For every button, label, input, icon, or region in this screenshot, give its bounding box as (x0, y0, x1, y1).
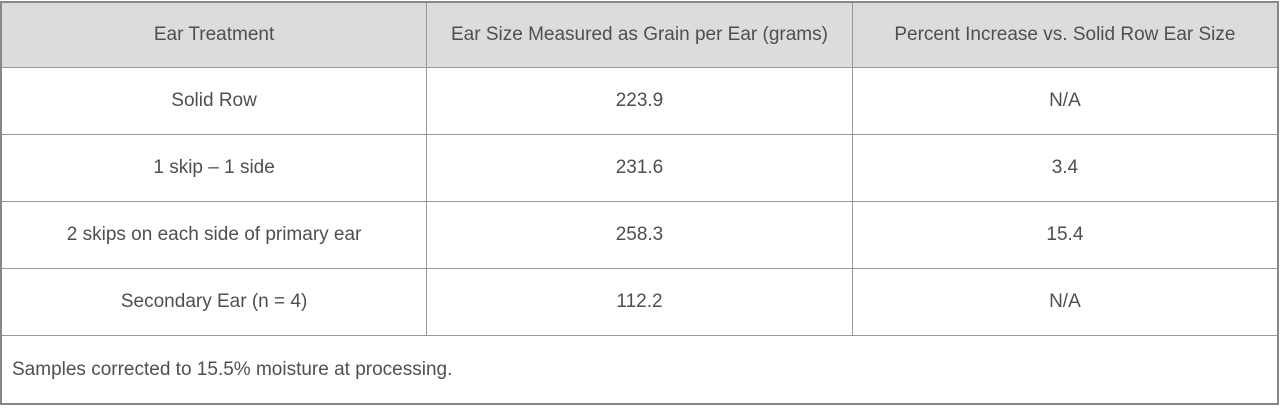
column-header-ear-size: Ear Size Measured as Grain per Ear (gram… (426, 1, 853, 68)
footnote-text: Samples corrected to 15.5% moisture at p… (0, 335, 1279, 405)
column-header-label: Ear Size Measured as Grain per Ear (gram… (451, 24, 828, 46)
table-row-1-skip-1-side: 1 skip – 1 side 231.6 3.4 (0, 134, 1279, 202)
column-header-label: Percent Increase vs. Solid Row Ear Size (894, 24, 1236, 46)
table-row-secondary-ear: Secondary Ear (n = 4) 112.2 N/A (0, 268, 1279, 336)
cell-treatment: Solid Row (0, 67, 428, 135)
cell-percent-increase: N/A (851, 268, 1279, 336)
cell-treatment: 2 skips on each side of primary ear (0, 201, 428, 269)
cell-ear-size: 258.3 (426, 201, 853, 269)
column-header-label: Ear Treatment (153, 24, 275, 46)
cell-percent-increase: 3.4 (851, 134, 1279, 202)
cell-percent-increase: N/A (851, 67, 1279, 135)
ear-treatment-table: Ear Treatment Ear Size Measured as Grain… (0, 1, 1279, 405)
cell-ear-size: 112.2 (426, 268, 853, 336)
table-row-solid-row: Solid Row 223.9 N/A (0, 67, 1279, 135)
table-row-2-skips: 2 skips on each side of primary ear 258.… (0, 201, 1279, 269)
cell-ear-size: 231.6 (426, 134, 853, 202)
column-header-ear-treatment: Ear Treatment (0, 1, 428, 68)
footnote-row: Samples corrected to 15.5% moisture at p… (0, 335, 1279, 405)
cell-ear-size: 223.9 (426, 67, 853, 135)
column-header-percent-increase: Percent Increase vs. Solid Row Ear Size (851, 1, 1279, 68)
header-row: Ear Treatment Ear Size Measured as Grain… (0, 1, 1279, 68)
cell-treatment: 1 skip – 1 side (0, 134, 428, 202)
cell-treatment: Secondary Ear (n = 4) (0, 268, 428, 336)
cell-percent-increase: 15.4 (851, 201, 1279, 269)
